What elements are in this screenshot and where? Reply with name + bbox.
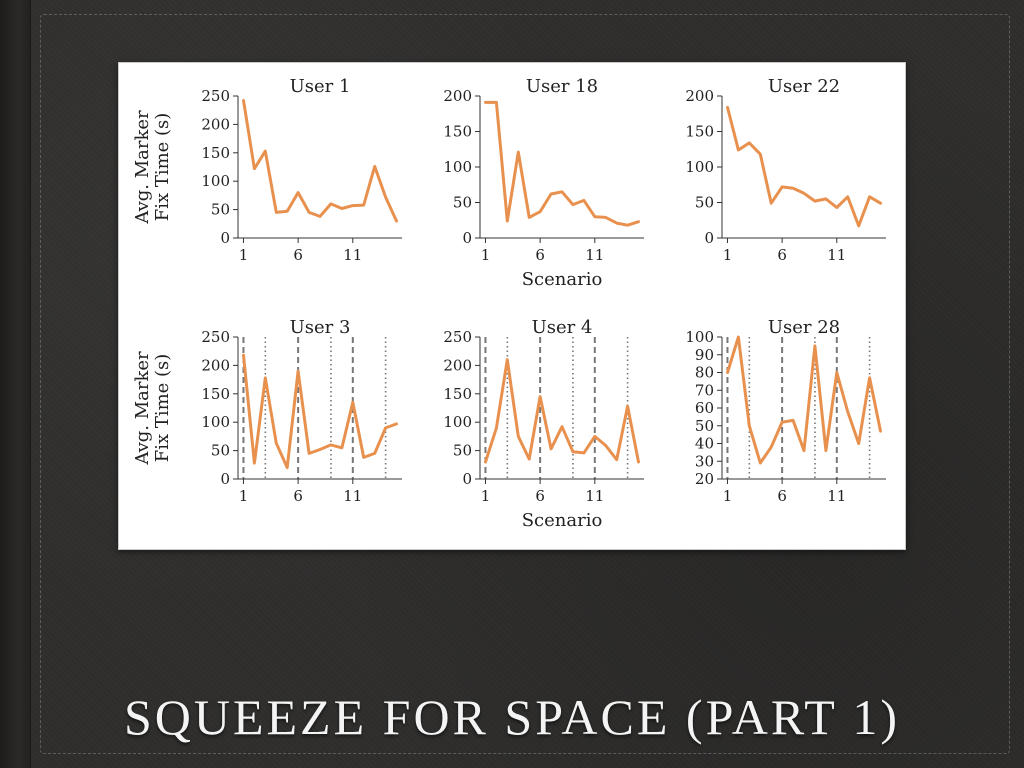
y-tick-label: 50 (453, 194, 472, 212)
y-axis-label: Fix Time (s) (152, 354, 173, 463)
x-axis-label: Scenario (522, 269, 603, 290)
subplot-title: User 3 (290, 317, 351, 338)
y-tick-label: 150 (443, 123, 472, 141)
y-tick-label: 200 (443, 356, 472, 374)
subplot-5: 0 50 100 150 200 250 1 6 11 User 4 Scenario (443, 317, 644, 531)
y-axis-label: Avg. Marker (132, 110, 153, 225)
y-tick-label: 100 (443, 413, 472, 431)
y-tick-label: 250 (201, 328, 230, 346)
y-tick-label: 60 (695, 399, 714, 417)
y-tick-label: 0 (220, 470, 230, 488)
x-tick-label: 11 (585, 246, 604, 264)
y-tick-label: 150 (685, 123, 714, 141)
y-tick-label: 50 (695, 194, 714, 212)
y-tick-label: 50 (695, 417, 714, 435)
y-tick-label: 250 (201, 87, 230, 105)
y-tick-label: 150 (443, 385, 472, 403)
x-tick-label: 1 (239, 246, 249, 264)
x-tick-label: 11 (343, 487, 362, 505)
y-tick-label: 70 (695, 381, 714, 399)
y-tick-label: 30 (695, 452, 714, 470)
series-line (242, 99, 398, 223)
y-axis-label: Fix Time (s) (152, 113, 173, 222)
subplot-title: User 22 (768, 76, 840, 97)
y-tick-label: 0 (462, 229, 472, 247)
series-line (484, 100, 640, 227)
x-tick-label: 1 (239, 487, 249, 505)
y-tick-label: 90 (695, 346, 714, 364)
y-tick-label: 50 (211, 442, 230, 460)
y-tick-label: 100 (201, 172, 230, 190)
x-tick-label: 11 (343, 246, 362, 264)
y-tick-label: 0 (704, 229, 714, 247)
y-tick-label: 200 (685, 87, 714, 105)
subplot-title: User 1 (290, 76, 351, 97)
y-tick-label: 100 (443, 158, 472, 176)
y-tick-label: 100 (685, 328, 714, 346)
series-line (242, 353, 398, 470)
series-line (484, 358, 640, 464)
subplot-title: User 18 (526, 76, 598, 97)
x-tick-label: 6 (293, 487, 303, 505)
series-line (726, 335, 882, 465)
y-tick-label: 200 (201, 115, 230, 133)
y-tick-label: 0 (220, 229, 230, 247)
subplot-1: 0 50 100 150 200 250 1 6 11 User 1 Avg. Marker Fix … (132, 76, 402, 264)
x-tick-label: 6 (777, 246, 787, 264)
y-tick-label: 50 (211, 201, 230, 219)
x-tick-label: 1 (481, 487, 491, 505)
y-tick-label: 0 (462, 470, 472, 488)
y-tick-label: 200 (201, 356, 230, 374)
y-tick-label: 100 (685, 158, 714, 176)
x-tick-label: 1 (723, 487, 733, 505)
y-tick-label: 40 (695, 435, 714, 453)
x-tick-label: 11 (827, 246, 846, 264)
y-tick-label: 150 (201, 385, 230, 403)
stitched-border (40, 14, 1010, 754)
y-tick-label: 50 (453, 442, 472, 460)
series-line (726, 105, 882, 228)
subplot-title: User 4 (532, 317, 593, 338)
subplot-3: 0 50 100 150 200 1 6 11 User 22 (685, 76, 886, 264)
x-tick-label: 1 (481, 246, 491, 264)
book-spine (0, 0, 31, 768)
x-tick-label: 6 (777, 487, 787, 505)
x-tick-label: 1 (723, 246, 733, 264)
x-tick-label: 11 (585, 487, 604, 505)
y-tick-label: 150 (201, 144, 230, 162)
y-tick-label: 80 (695, 364, 714, 382)
subplot-2: 0 50 100 150 200 1 6 11 User 18 Scenario (443, 76, 644, 290)
subplot-title: User 28 (768, 317, 840, 338)
x-axis-label: Scenario (522, 510, 603, 531)
x-tick-label: 6 (293, 246, 303, 264)
x-tick-label: 11 (827, 487, 846, 505)
slide-title: SQUEEZE FOR SPACE (PART 1) (123, 689, 901, 745)
y-tick-label: 100 (201, 413, 230, 431)
subplot-4: 0 50 100 150 200 250 1 6 11 User 3 Avg. Marker Fix … (132, 317, 402, 505)
x-tick-label: 6 (535, 487, 545, 505)
chart-panel: 0 50 100 150 200 250 1 6 11 User 1 Avg. Marker Fix … (118, 62, 906, 550)
y-tick-label: 20 (695, 470, 714, 488)
y-tick-label: 250 (443, 328, 472, 346)
y-tick-label: 200 (443, 87, 472, 105)
x-tick-label: 6 (535, 246, 545, 264)
y-axis-label: Avg. Marker (132, 351, 153, 466)
